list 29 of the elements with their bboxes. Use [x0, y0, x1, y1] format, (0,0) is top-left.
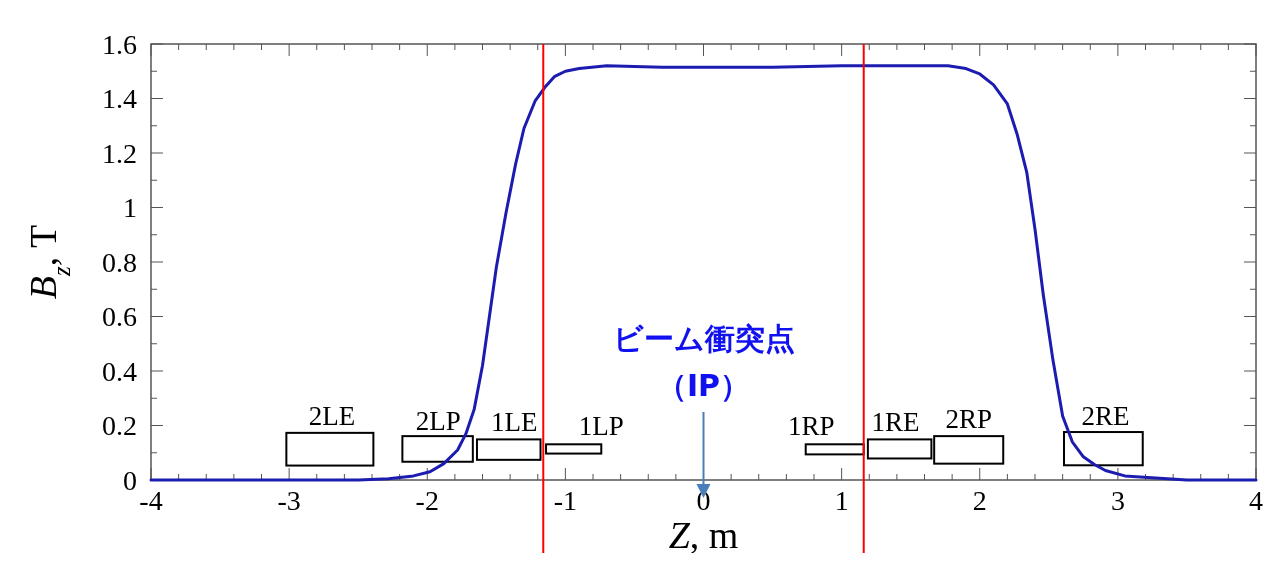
x-tick-label: 2	[972, 485, 987, 516]
annotation: 2LP	[415, 405, 461, 436]
annotation: （IP）	[656, 368, 751, 404]
annotation: 2RP	[945, 404, 992, 435]
x-tick-label: -1	[553, 485, 578, 516]
annotation: 1LP	[578, 410, 624, 441]
line-series	[149, 64, 1258, 482]
y-tick-label: 0	[123, 464, 137, 496]
x-tick-label: -4	[139, 485, 163, 516]
y-tick-label: 1.6	[102, 28, 137, 60]
y-tick-label: 0.4	[102, 355, 137, 387]
x-tick-label: -3	[277, 485, 301, 516]
x-tick-label: 1	[834, 485, 849, 516]
annotation: 1RE	[871, 406, 920, 437]
x-tick-label: -2	[415, 485, 439, 516]
x-tick-label: 3	[1110, 485, 1125, 516]
annotation: 2LE	[308, 401, 356, 432]
annotation: 1RP	[787, 410, 835, 441]
annotation: 1LE	[491, 406, 538, 437]
y-tick-label: 0.2	[102, 410, 137, 442]
y-tick-label: 1.2	[102, 137, 137, 169]
y-tick-label: 0.8	[102, 246, 137, 278]
y-tick-label: 1.4	[102, 83, 137, 115]
annotation: 2RE	[1081, 401, 1130, 432]
y-tick-label: 1	[123, 192, 137, 224]
annotation: ビーム衝突点	[612, 320, 795, 356]
y-tick-label: 0.6	[102, 301, 137, 333]
x-tick-label: 4	[1249, 485, 1263, 516]
x-axis-title: Z, m	[668, 514, 739, 556]
